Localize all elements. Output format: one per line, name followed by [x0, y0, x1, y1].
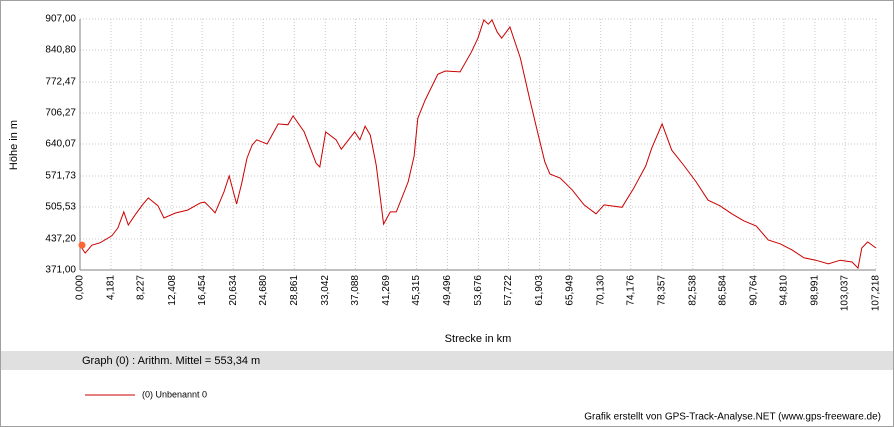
x-tick-label: 8,227 [136, 275, 147, 300]
x-tick-label: 103,037 [840, 275, 851, 312]
x-tick-label: 74,176 [625, 275, 636, 306]
x-tick-label: 16,454 [197, 275, 208, 306]
y-tick-label: 505,53 [45, 202, 76, 213]
y-tick-label: 706,27 [45, 108, 76, 119]
x-tick-label: 98,991 [810, 275, 821, 306]
x-tick-label: 70,130 [595, 275, 606, 306]
info-bar [1, 351, 893, 370]
y-tick-label: 571,73 [45, 171, 76, 182]
x-tick-label: 82,538 [687, 275, 698, 306]
y-tick-label: 640,07 [45, 139, 76, 150]
series-line [79, 18, 877, 270]
x-tick-label: 53,676 [473, 275, 484, 306]
x-tick-label: 12,408 [167, 275, 178, 306]
y-axis-label: Höhe in m [8, 120, 20, 170]
y-tick-label: 840,80 [45, 45, 76, 56]
x-tick-label: 94,810 [779, 275, 790, 306]
x-axis-label: Strecke in km [445, 333, 512, 345]
x-tick-label: 28,861 [289, 275, 300, 306]
credit: Grafik erstellt von GPS-Track-Analyse.NE… [584, 412, 881, 423]
x-tick-label: 107,218 [871, 275, 882, 312]
x-tick-label: 86,584 [717, 275, 728, 306]
x-tick-label: 45,315 [411, 275, 422, 306]
x-tick-label: 90,764 [748, 275, 759, 306]
x-tick-label: 41,269 [381, 275, 392, 306]
y-tick-label: 772,47 [45, 77, 76, 88]
x-tick-label: 65,949 [564, 275, 575, 306]
x-tick-label: 37,088 [350, 275, 361, 306]
x-tick-label: 4,181 [106, 275, 117, 300]
legend-label: (0) Unbenannt 0 [142, 389, 207, 399]
y-tick-label: 437,20 [45, 234, 76, 245]
x-tick-label: 57,722 [503, 275, 514, 306]
x-tick-label: 0,000 [75, 275, 86, 300]
x-tick-label: 33,042 [320, 275, 331, 306]
y-tick-label: 371,00 [45, 265, 76, 276]
x-tick-label: 49,496 [442, 275, 453, 306]
x-tick-label: 24,680 [258, 275, 269, 306]
x-tick-label: 78,357 [656, 275, 667, 306]
y-tick-label: 907,00 [45, 14, 76, 25]
x-tick-label: 61,903 [534, 275, 545, 306]
start-marker [78, 241, 86, 249]
x-tick-label: 20,634 [228, 275, 239, 306]
stats: Graph (0) : Arithm. Mittel = 553,34 m [82, 355, 260, 367]
